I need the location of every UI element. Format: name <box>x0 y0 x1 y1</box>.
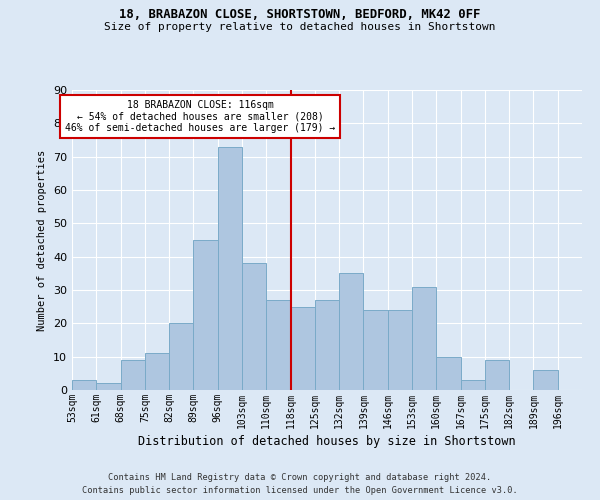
Bar <box>145 354 169 390</box>
Bar <box>436 356 461 390</box>
Bar <box>193 240 218 390</box>
Text: Contains HM Land Registry data © Crown copyright and database right 2024.: Contains HM Land Registry data © Crown c… <box>109 472 491 482</box>
Text: Size of property relative to detached houses in Shortstown: Size of property relative to detached ho… <box>104 22 496 32</box>
Bar <box>315 300 339 390</box>
Bar <box>96 384 121 390</box>
Bar <box>461 380 485 390</box>
Bar <box>218 146 242 390</box>
Bar <box>485 360 509 390</box>
Bar <box>242 264 266 390</box>
Y-axis label: Number of detached properties: Number of detached properties <box>37 150 47 330</box>
Text: 18 BRABAZON CLOSE: 116sqm
← 54% of detached houses are smaller (208)
46% of semi: 18 BRABAZON CLOSE: 116sqm ← 54% of detac… <box>65 100 335 133</box>
Bar <box>121 360 145 390</box>
Text: Contains public sector information licensed under the Open Government Licence v3: Contains public sector information licen… <box>82 486 518 495</box>
Bar <box>72 380 96 390</box>
Text: 18, BRABAZON CLOSE, SHORTSTOWN, BEDFORD, MK42 0FF: 18, BRABAZON CLOSE, SHORTSTOWN, BEDFORD,… <box>119 8 481 20</box>
Bar <box>388 310 412 390</box>
Bar <box>533 370 558 390</box>
Bar <box>290 306 315 390</box>
Bar <box>412 286 436 390</box>
Bar <box>169 324 193 390</box>
Bar <box>339 274 364 390</box>
Bar <box>364 310 388 390</box>
Text: Distribution of detached houses by size in Shortstown: Distribution of detached houses by size … <box>138 435 516 448</box>
Bar <box>266 300 290 390</box>
